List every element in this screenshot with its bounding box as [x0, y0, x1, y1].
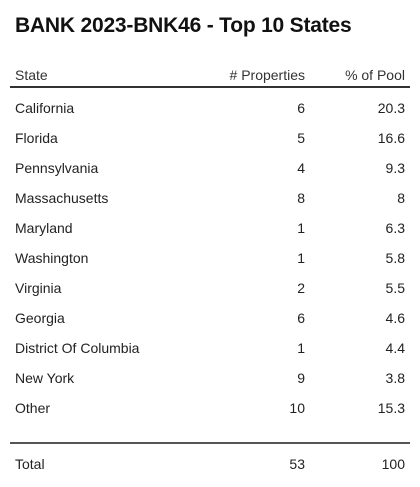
table-row: New York 9 3.8	[10, 363, 410, 393]
state-cell: Other	[15, 400, 51, 416]
pool-percent-cell: 8	[397, 190, 405, 206]
column-header-state: State	[15, 67, 48, 83]
table-row: Massachusetts 8 8	[10, 183, 410, 213]
state-cell: District Of Columbia	[15, 340, 140, 356]
total-spacer	[10, 423, 410, 442]
pool-percent-cell: 20.3	[377, 100, 405, 116]
table-row: Pennsylvania 4 9.3	[10, 153, 410, 183]
pool-percent-cell: 3.8	[385, 370, 405, 386]
pool-percent-cell: 15.3	[377, 400, 405, 416]
state-cell: Maryland	[15, 220, 73, 236]
table-row: California 6 20.3	[10, 93, 410, 123]
total-pool: 100	[381, 456, 405, 472]
properties-cell: 5	[297, 130, 305, 146]
pool-percent-cell: 9.3	[385, 160, 405, 176]
chart-title: BANK 2023-BNK46 - Top 10 States	[15, 14, 352, 37]
state-cell: Virginia	[15, 280, 62, 296]
state-cell: Pennsylvania	[15, 160, 99, 176]
pool-percent-cell: 4.4	[385, 340, 405, 356]
state-cell: Washington	[15, 250, 89, 266]
pool-percent-cell: 4.6	[385, 310, 405, 326]
pool-percent-cell: 6.3	[385, 220, 405, 236]
properties-cell: 8	[297, 190, 305, 206]
state-cell: Georgia	[15, 310, 65, 326]
pool-percent-cell: 5.8	[385, 250, 405, 266]
table-row: Washington 1 5.8	[10, 243, 410, 273]
table-header: State # Properties % of Pool	[10, 64, 410, 88]
column-header-properties: # Properties	[229, 67, 305, 83]
properties-cell: 6	[297, 100, 305, 116]
state-cell: Massachusetts	[15, 190, 109, 206]
properties-cell: 10	[289, 400, 305, 416]
table-row: Maryland 1 6.3	[10, 213, 410, 243]
state-cell: New York	[15, 370, 75, 386]
state-cell: Florida	[15, 130, 58, 146]
total-row: Total 53 100	[10, 449, 410, 479]
properties-cell: 1	[297, 250, 305, 266]
column-header-pool: % of Pool	[345, 67, 405, 83]
total-divider	[10, 442, 410, 444]
properties-cell: 9	[297, 370, 305, 386]
table-row: Georgia 6 4.6	[10, 303, 410, 333]
state-cell: California	[15, 100, 75, 116]
table-row: Virginia 2 5.5	[10, 273, 410, 303]
pool-percent-cell: 16.6	[377, 130, 405, 146]
states-table: State # Properties % of Pool California 6…	[10, 64, 410, 479]
properties-cell: 2	[297, 280, 305, 296]
total-properties: 53	[289, 456, 305, 472]
table-row: District Of Columbia 1 4.4	[10, 333, 410, 363]
table-row: Florida 5 16.6	[10, 123, 410, 153]
table-body: California 6 20.3 Florida 5 16.6 Pennsylvania 4…	[10, 88, 410, 423]
pool-percent-cell: 5.5	[385, 280, 405, 296]
total-label: Total	[15, 456, 45, 472]
properties-cell: 1	[297, 220, 305, 236]
properties-cell: 1	[297, 340, 305, 356]
properties-cell: 4	[297, 160, 305, 176]
table-row: Other 10 15.3	[10, 393, 410, 423]
properties-cell: 6	[297, 310, 305, 326]
